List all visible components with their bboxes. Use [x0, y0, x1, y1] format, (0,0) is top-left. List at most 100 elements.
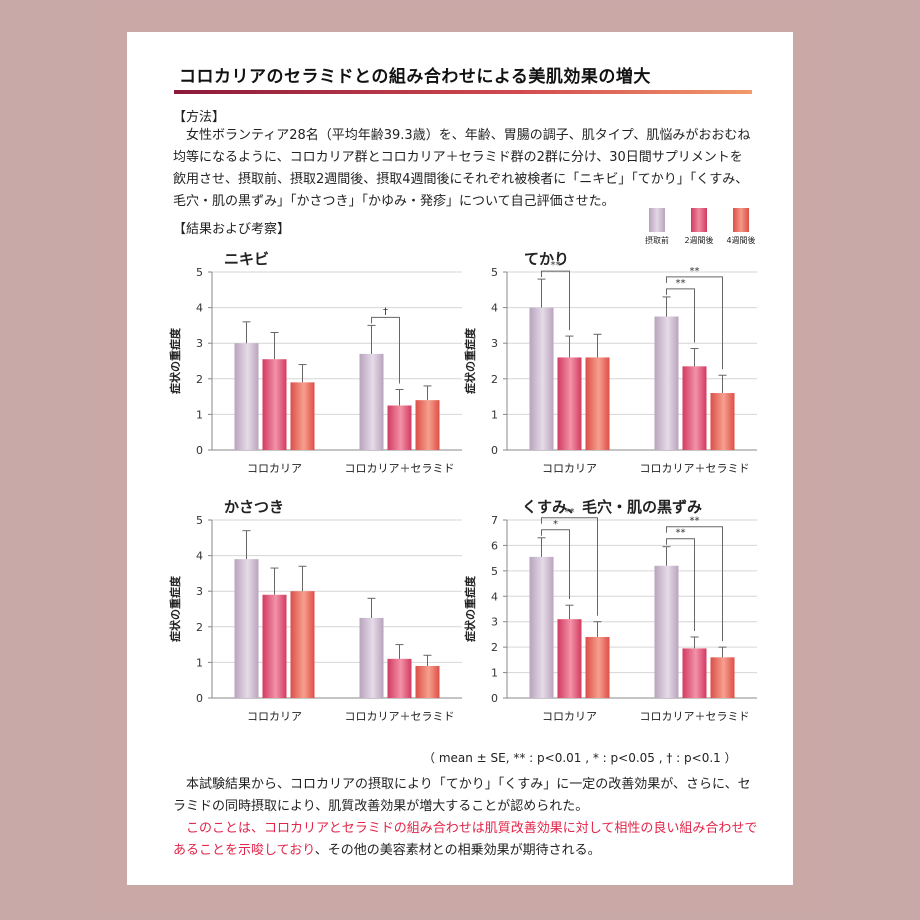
y-tick-label: 6: [491, 539, 498, 552]
bar: [387, 658, 412, 698]
significance-marker: **: [565, 507, 575, 518]
significance-marker: **: [676, 528, 686, 539]
y-axis-label: 症状の重症度: [168, 327, 182, 394]
significance-marker: **: [551, 260, 561, 271]
bar: [585, 357, 610, 450]
x-tick-label: コロカリア: [247, 462, 302, 475]
significance-bracket: [371, 316, 400, 384]
y-tick-label: 2: [491, 373, 498, 386]
y-tick-label: 4: [196, 302, 203, 315]
significance-marker: *: [553, 519, 558, 530]
conclusion: 本試験結果から、コロカリアの摂取により「てかり」「くすみ」に一定の改善効果が、さ…: [173, 774, 763, 862]
y-tick-label: 1: [196, 408, 203, 421]
conclusion-paragraph-2: このことは、コロカリアとセラミドの組み合わせは肌質改善効果に対して相性の良い組み…: [173, 818, 763, 862]
bar: [710, 657, 735, 698]
bar: [654, 316, 679, 450]
x-tick-label: コロカリア＋セラミド: [345, 462, 455, 475]
method-text: 女性ボランティア28名（平均年齢39.3歳）を、年齢、胃腸の調子、肌タイプ、肌悩…: [173, 128, 751, 209]
y-tick-label: 0: [196, 444, 203, 457]
bar: [290, 591, 315, 698]
chart-title-shine: てかり: [524, 250, 570, 268]
bar: [557, 619, 582, 698]
conclusion-paragraph-1: 本試験結果から、コロカリアの摂取により「てかり」「くすみ」に一定の改善効果が、さ…: [173, 774, 763, 818]
y-tick-label: 5: [491, 565, 498, 578]
chart-dullness: 0 1 2 3 4 5 6 7 症状の重症度 コロカリア コロカリア＋セラミド * ** ** **: [462, 507, 762, 749]
y-tick-label: 3: [491, 337, 498, 350]
significance-marker: **: [676, 278, 686, 289]
y-tick-label: 4: [491, 302, 498, 315]
significance-bracket: [666, 288, 695, 343]
y-tick-label: 5: [196, 514, 203, 527]
chart-title-dullness: くすみ、毛穴・肌の黒ずみ: [522, 498, 703, 516]
y-tick-label: 0: [196, 692, 203, 705]
bar: [585, 636, 610, 698]
bar: [262, 594, 287, 698]
legend-item-before: 摂取前: [635, 208, 679, 246]
significance-bracket: [541, 270, 570, 331]
legend-label: 摂取前: [645, 236, 669, 245]
y-tick-label: 3: [491, 616, 498, 629]
y-tick-label: 0: [491, 692, 498, 705]
y-tick-label: 1: [491, 667, 498, 680]
bar: [529, 556, 554, 698]
method-heading: 【方法】: [173, 110, 226, 125]
bar: [682, 648, 707, 698]
conclusion-text-1: 本試験結果から、コロカリアの摂取により「てかり」「くすみ」に一定の改善効果が、さ…: [173, 777, 751, 814]
y-tick-label: 0: [491, 444, 498, 457]
y-tick-label: 3: [196, 585, 203, 598]
bar: [262, 359, 287, 450]
method-body: 女性ボランティア28名（平均年齢39.3歳）を、年齢、胃腸の調子、肌タイプ、肌悩…: [173, 125, 753, 213]
legend-item-2weeks: 2週間後: [677, 208, 721, 246]
x-tick-label: コロカリア＋セラミド: [345, 710, 455, 723]
chart-legend: 摂取前 2週間後 4週間後: [635, 208, 785, 248]
chart-dryness: 0 1 2 3 4 5 症状の重症度 コロカリア コロカリア＋セラミド: [167, 514, 467, 749]
x-tick-label: コロカリア: [542, 462, 597, 475]
conclusion-highlight: このことは、コロカリアとセラミドの組み合わせは肌質改善効果に対して相性の良い組み…: [173, 821, 758, 858]
significance-bracket: [666, 276, 723, 370]
y-tick-label: 2: [196, 373, 203, 386]
y-tick-label: 3: [196, 337, 203, 350]
legend-label: 2週間後: [684, 236, 714, 245]
significance-marker: **: [690, 266, 700, 277]
y-axis-label: 症状の重症度: [463, 327, 477, 394]
title-underline: [174, 90, 752, 94]
bar: [557, 357, 582, 450]
bar: [529, 307, 554, 450]
x-tick-label: コロカリア: [247, 710, 302, 723]
significance-bracket: [666, 538, 695, 631]
chart-title-acne: ニキビ: [224, 250, 270, 268]
y-tick-label: 7: [491, 514, 498, 527]
legend-label: 4週間後: [726, 236, 756, 245]
bar: [710, 393, 735, 450]
chart-title-dryness: かさつき: [224, 498, 285, 516]
legend-swatch: [691, 208, 707, 232]
bar: [234, 343, 259, 450]
bar: [359, 353, 384, 450]
bar: [415, 665, 440, 698]
bar: [234, 559, 259, 698]
x-tick-label: コロカリア＋セラミド: [640, 710, 750, 723]
legend-item-4weeks: 4週間後: [719, 208, 763, 246]
x-tick-label: コロカリア＋セラミド: [640, 462, 750, 475]
statistics-footnote: （ mean ± SE, ** : p<0.01 , * : p<0.05 , …: [423, 751, 737, 765]
y-tick-label: 5: [491, 266, 498, 279]
y-tick-label: 2: [491, 641, 498, 654]
significance-marker: **: [690, 516, 700, 527]
y-tick-label: 2: [196, 621, 203, 634]
bar: [359, 617, 384, 698]
x-tick-label: コロカリア: [542, 710, 597, 723]
bar: [290, 382, 315, 450]
document-sheet: コロカリアのセラミドとの組み合わせによる美肌効果の増大 【方法】 女性ボランティ…: [127, 32, 793, 885]
y-tick-label: 5: [196, 266, 203, 279]
bar: [682, 366, 707, 450]
y-axis-label: 症状の重症度: [463, 575, 477, 642]
significance-bracket: [541, 517, 598, 616]
y-tick-label: 1: [491, 408, 498, 421]
significance-bracket: [666, 526, 723, 642]
page-title: コロカリアのセラミドとの組み合わせによる美肌効果の増大: [179, 67, 651, 87]
y-tick-label: 1: [196, 656, 203, 669]
